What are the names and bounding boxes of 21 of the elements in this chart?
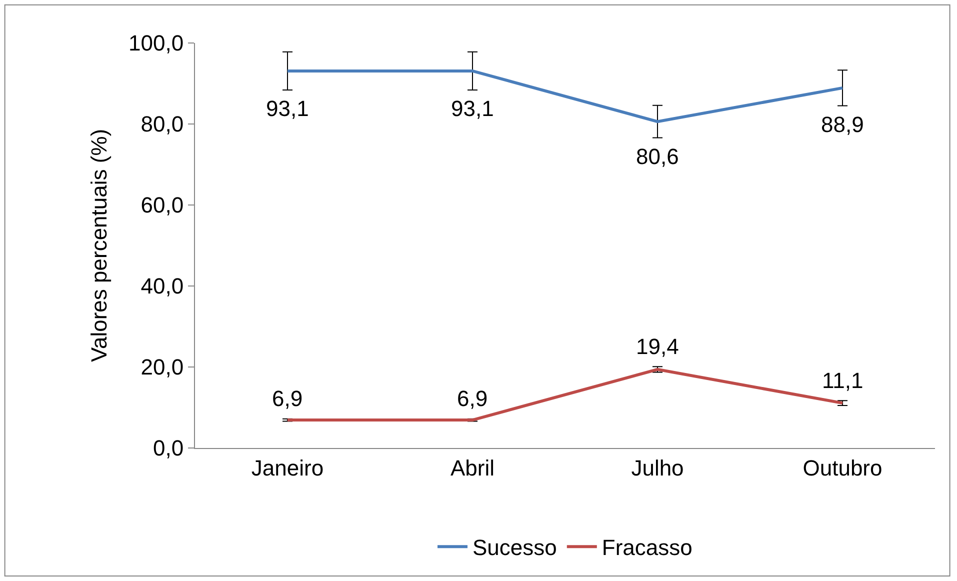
x-tick-label: Abril — [450, 455, 495, 480]
data-label: 93,1 — [266, 96, 309, 121]
x-tick-label: Janeiro — [251, 455, 324, 480]
data-label: 88,9 — [821, 112, 864, 137]
data-label: 6,9 — [272, 386, 303, 411]
data-label: 11,1 — [822, 368, 864, 393]
legend-label: Fracasso — [602, 535, 692, 560]
y-tick-label: 20,0 — [140, 354, 184, 380]
y-tick-label: 60,0 — [140, 192, 184, 218]
data-label: 93,1 — [451, 96, 494, 121]
x-tick-label: Outubro — [802, 455, 882, 480]
data-label: 80,6 — [636, 144, 679, 169]
y-tick-label: 100,0 — [128, 30, 184, 56]
x-tick-label: Julho — [631, 455, 684, 480]
y-tick-label: 40,0 — [140, 274, 184, 299]
data-label: 6,9 — [457, 386, 488, 411]
y-tick-label: 80,0 — [140, 112, 184, 137]
y-axis-title: Valores percentuais (%) — [86, 128, 112, 362]
data-label: 19,4 — [636, 334, 679, 359]
legend-label: Sucesso — [472, 535, 557, 560]
y-tick-label: 0,0 — [153, 436, 184, 461]
